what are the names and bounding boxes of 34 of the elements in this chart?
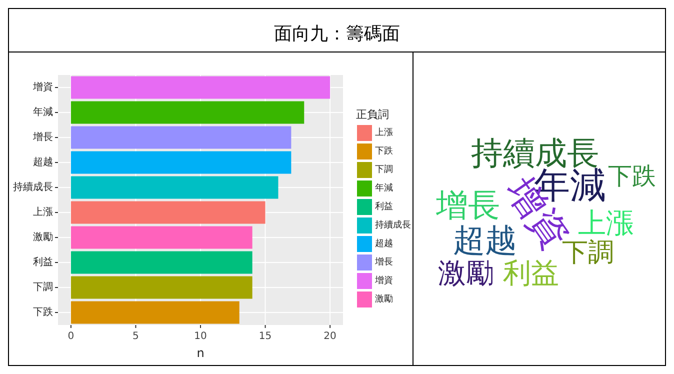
legend-label: 下調 — [375, 164, 393, 175]
x-axis-title: n — [196, 346, 204, 360]
legend-label: 利益 — [375, 201, 393, 212]
y-tick-label: 增資 — [32, 81, 53, 93]
y-tick-label: 年減 — [33, 106, 53, 118]
legend-label: 增長 — [374, 256, 393, 268]
chart-title: 面向九：籌碼面 — [274, 24, 400, 44]
x-tick-label: 20 — [324, 331, 336, 342]
y-tick-label: 下調 — [33, 281, 53, 293]
y-tick-label: 下跌 — [33, 306, 53, 318]
legend-label: 上漲 — [375, 127, 393, 138]
y-tick-label: 激勵 — [33, 231, 53, 243]
category-label: 下跌 — [608, 162, 656, 190]
category-label: 利益 — [503, 256, 559, 290]
y-tick-label: 超越 — [33, 156, 53, 168]
legend-label: 激勵 — [375, 294, 393, 304]
legend-title: 正負詞 — [356, 108, 389, 121]
x-tick-label: 5 — [132, 331, 139, 342]
category-label: 激勵 — [438, 256, 494, 290]
y-tick-label: 持續成長 — [13, 181, 53, 193]
legend-label: 超越 — [375, 238, 393, 249]
legend-label: 下跌 — [375, 146, 393, 156]
x-tick-label: 15 — [258, 331, 272, 342]
legend-label: 年減 — [375, 182, 393, 194]
y-tick-label: 增長 — [32, 131, 53, 143]
category-label: 上漲 — [578, 206, 634, 240]
x-tick-label: 10 — [194, 331, 207, 342]
legend-label: 持續成長 — [375, 220, 411, 230]
category-label: 超越 — [453, 221, 517, 259]
category-label: 增長 — [435, 186, 500, 224]
x-tick-label: 0 — [68, 331, 74, 342]
y-tick-label: 利益 — [33, 256, 53, 268]
legend-label: 增資 — [374, 275, 393, 286]
y-tick-label: 上漲 — [33, 206, 53, 218]
